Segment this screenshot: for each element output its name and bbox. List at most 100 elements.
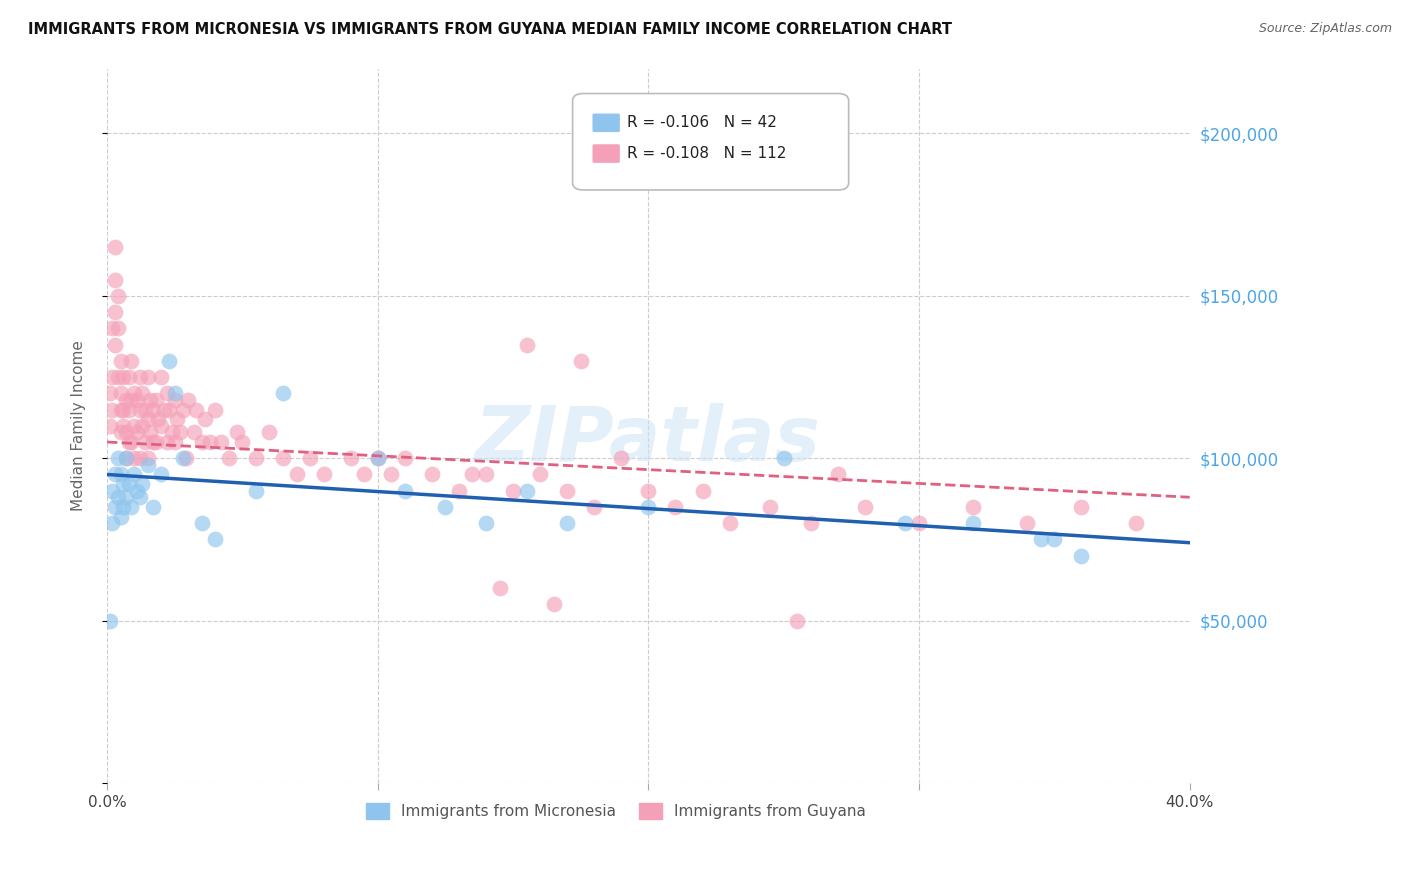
Point bbox=[136, 458, 159, 472]
Point bbox=[139, 392, 162, 407]
Point bbox=[120, 392, 142, 407]
Point bbox=[98, 386, 121, 401]
Point bbox=[339, 451, 361, 466]
Point bbox=[204, 402, 226, 417]
Point bbox=[172, 451, 194, 466]
Point bbox=[118, 477, 141, 491]
Point bbox=[637, 483, 659, 498]
Point bbox=[136, 412, 159, 426]
Point bbox=[786, 614, 808, 628]
Point bbox=[516, 337, 538, 351]
Point bbox=[800, 516, 823, 531]
Point bbox=[447, 483, 470, 498]
Point bbox=[1043, 533, 1066, 547]
Point bbox=[115, 490, 138, 504]
Point bbox=[107, 321, 129, 335]
Point bbox=[128, 451, 150, 466]
Point bbox=[759, 500, 782, 514]
Point bbox=[134, 435, 156, 450]
Text: Source: ZipAtlas.com: Source: ZipAtlas.com bbox=[1258, 22, 1392, 36]
Point bbox=[118, 402, 141, 417]
Point bbox=[434, 500, 457, 514]
Point bbox=[271, 451, 294, 466]
Point bbox=[101, 402, 124, 417]
Point bbox=[908, 516, 931, 531]
Point bbox=[148, 412, 170, 426]
Point bbox=[245, 483, 267, 498]
Point bbox=[166, 412, 188, 426]
Point bbox=[128, 370, 150, 384]
Point bbox=[139, 425, 162, 440]
Point bbox=[367, 451, 389, 466]
Point bbox=[122, 467, 145, 482]
Point bbox=[664, 500, 686, 514]
Point bbox=[104, 337, 127, 351]
Point bbox=[555, 483, 578, 498]
Point bbox=[110, 354, 132, 368]
Point bbox=[142, 435, 165, 450]
Point bbox=[271, 386, 294, 401]
Point bbox=[104, 272, 127, 286]
Point bbox=[107, 289, 129, 303]
Point bbox=[583, 500, 606, 514]
Text: ZIPatlas: ZIPatlas bbox=[475, 403, 821, 477]
FancyBboxPatch shape bbox=[593, 145, 619, 162]
Point bbox=[107, 490, 129, 504]
Text: R = -0.106   N = 42: R = -0.106 N = 42 bbox=[627, 115, 776, 130]
Point bbox=[853, 500, 876, 514]
Point bbox=[142, 402, 165, 417]
Point bbox=[380, 467, 402, 482]
Point bbox=[120, 354, 142, 368]
Point bbox=[226, 425, 249, 440]
Y-axis label: Median Family Income: Median Family Income bbox=[72, 341, 86, 511]
Point bbox=[122, 418, 145, 433]
Point bbox=[150, 370, 173, 384]
Point bbox=[145, 392, 167, 407]
Point bbox=[367, 451, 389, 466]
Point bbox=[191, 435, 214, 450]
Point bbox=[125, 392, 148, 407]
Text: R = -0.108   N = 112: R = -0.108 N = 112 bbox=[627, 146, 786, 161]
Point bbox=[104, 500, 127, 514]
Point bbox=[1029, 533, 1052, 547]
Point bbox=[394, 451, 416, 466]
Point bbox=[112, 477, 135, 491]
Point bbox=[1125, 516, 1147, 531]
Point bbox=[1070, 549, 1092, 563]
Point bbox=[488, 581, 510, 595]
Point bbox=[120, 500, 142, 514]
Point bbox=[110, 402, 132, 417]
Point bbox=[502, 483, 524, 498]
Point bbox=[112, 402, 135, 417]
Point bbox=[555, 516, 578, 531]
Point bbox=[112, 370, 135, 384]
Point bbox=[115, 392, 138, 407]
Point bbox=[312, 467, 335, 482]
Point bbox=[156, 435, 179, 450]
Point bbox=[125, 483, 148, 498]
Point bbox=[259, 425, 281, 440]
Point bbox=[118, 435, 141, 450]
Point bbox=[115, 451, 138, 466]
Point bbox=[153, 402, 176, 417]
Point bbox=[112, 418, 135, 433]
Point bbox=[101, 321, 124, 335]
Point bbox=[115, 425, 138, 440]
Point bbox=[101, 483, 124, 498]
Point bbox=[209, 435, 232, 450]
Point bbox=[163, 435, 186, 450]
Point bbox=[101, 516, 124, 531]
Point bbox=[827, 467, 849, 482]
Point bbox=[98, 418, 121, 433]
Point bbox=[962, 516, 984, 531]
Point bbox=[174, 451, 197, 466]
Point bbox=[191, 516, 214, 531]
Point bbox=[150, 418, 173, 433]
Point bbox=[150, 467, 173, 482]
Point bbox=[104, 305, 127, 319]
Point bbox=[128, 402, 150, 417]
Point bbox=[142, 500, 165, 514]
Point bbox=[461, 467, 484, 482]
Text: IMMIGRANTS FROM MICRONESIA VS IMMIGRANTS FROM GUYANA MEDIAN FAMILY INCOME CORREL: IMMIGRANTS FROM MICRONESIA VS IMMIGRANTS… bbox=[28, 22, 952, 37]
Point bbox=[204, 533, 226, 547]
